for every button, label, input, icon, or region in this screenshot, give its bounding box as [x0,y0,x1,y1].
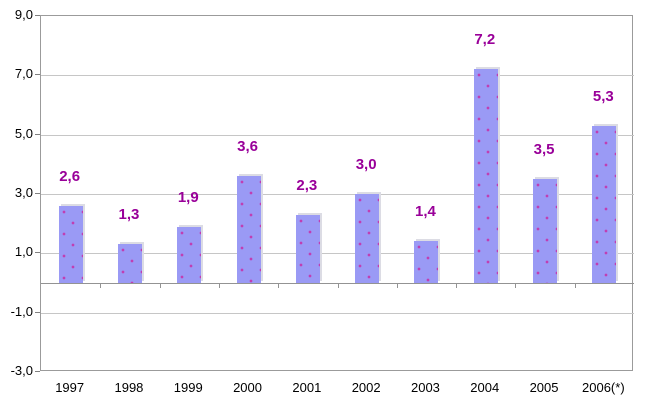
bar-2002 [355,194,380,283]
gridline-y-5,0 [41,134,634,136]
data-label-1998: 1,3 [118,206,140,224]
data-label-2001: 2,3 [296,176,318,194]
bar-2001 [295,214,320,283]
data-label-1997: 2,6 [59,167,81,185]
plot-area [40,15,634,371]
x-axis-tick [396,284,398,288]
x-axis-label-2000: 2000 [233,380,262,395]
x-axis-label-2002: 2002 [351,380,381,395]
x-axis-tick [337,284,339,288]
bar-2005 [533,179,558,283]
x-axis-tick [456,284,458,288]
bar-1998 [117,244,142,283]
y-axis-tick-label: 9,0 [14,7,33,22]
y-axis-tick [35,74,40,76]
y-axis-tick [35,371,40,372]
bar-2003 [414,241,439,283]
gridline-y-7,0 [41,75,634,77]
y-axis-tick-label: 7,0 [14,66,33,82]
y-axis-tick [35,133,40,135]
x-axis-label-1997: 1997 [55,380,85,395]
y-axis-tick [35,15,40,16]
x-axis-label-2003: 2003 [410,380,440,395]
x-axis-label-2004: 2004 [470,380,500,395]
y-axis-tick [35,252,40,254]
x-axis-label-2001: 2001 [292,380,322,395]
data-label-2002: 3,0 [355,156,377,173]
y-axis-tick-label: 3,0 [14,185,33,200]
x-axis-label-1998: 1998 [114,380,144,395]
bar-2000 [236,176,261,283]
data-label-2000: 3,6 [237,138,258,156]
y-axis-tick [35,311,40,313]
x-axis-tick [278,284,280,288]
bar-2006(*) [592,125,617,283]
data-label-1999: 1,9 [177,188,199,206]
x-axis-tick [515,284,517,288]
gridline-y-3,0 [41,194,634,195]
y-axis-tick-label: 1,0 [14,244,33,260]
x-axis-label-1999: 1999 [173,380,203,395]
y-axis-tick [35,193,40,194]
bar-1999 [177,226,202,283]
x-axis-tick [100,284,102,288]
data-label-2003: 1,4 [415,203,436,221]
data-label-2006(*): 5,3 [592,87,614,105]
x-axis-tick [218,284,220,288]
y-axis-tick-label: 5,0 [14,125,33,141]
bar-1997 [58,205,83,283]
x-axis-tick [574,284,576,288]
x-axis-label-2005: 2005 [529,380,559,395]
x-axis-tick [159,284,161,288]
data-label-2004: 7,2 [474,31,496,49]
bar-2004 [473,69,498,283]
y-axis-tick-label: -1,0 [10,303,33,319]
x-axis-zero-line [41,283,634,284]
gridline-y--1,0 [41,312,634,314]
x-axis-label-2006(*): 2006(*) [582,380,625,395]
y-axis-tick-label: -3,0 [10,363,33,378]
gridline-y-1,0 [41,253,634,255]
data-label-2005: 3,5 [533,141,555,159]
